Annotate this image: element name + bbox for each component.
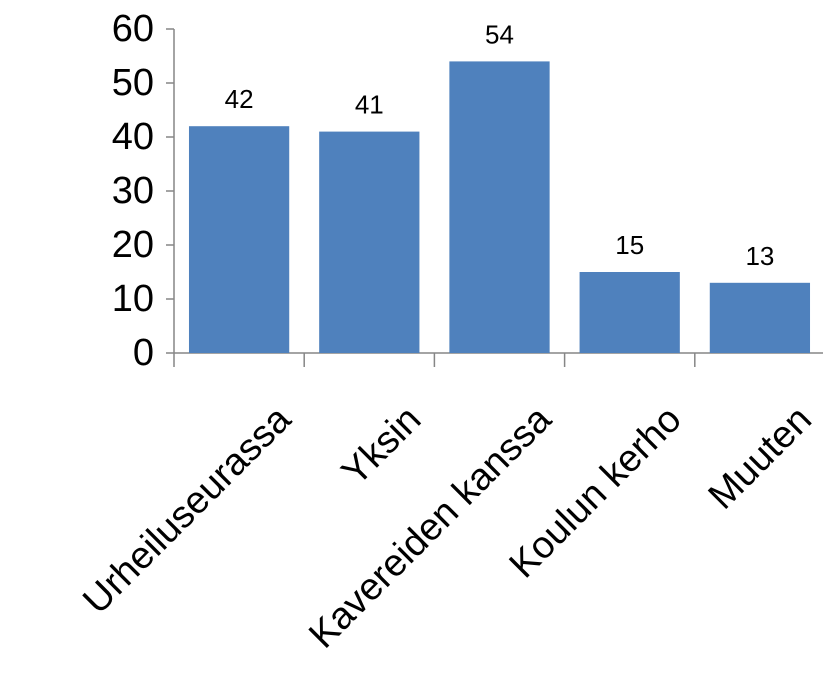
x-category-label: Kavereiden kanssa [301,398,560,657]
data-label: 41 [355,90,384,120]
data-labels: 42 41 54 15 13 [225,19,775,270]
y-tick-label: 40 [112,116,154,158]
bar-urheiluseurassa [188,126,290,353]
data-label: 15 [615,230,644,260]
bar-yksin [319,131,420,353]
y-tick-label: 20 [112,224,154,266]
bar-muuten [709,282,811,353]
data-label: 42 [225,84,254,114]
data-label: 54 [485,19,514,49]
x-category-label: Urheiluseurassa [75,398,299,622]
y-axis: 0 10 20 30 40 50 60 [112,8,175,374]
x-category-label: Muuten [701,398,820,517]
x-category-label: Yksin [334,398,429,493]
y-tick-label: 50 [112,62,154,104]
y-tick-label: 60 [112,8,154,50]
bars [188,61,811,354]
x-axis [173,352,823,367]
bar-kavereiden-kanssa [449,61,550,354]
data-label: 13 [745,241,774,271]
bar-koulun-kerho [579,272,680,353]
y-tick-label: 30 [112,170,154,212]
y-tick-label: 10 [112,278,154,320]
y-tick-label: 0 [133,332,154,374]
